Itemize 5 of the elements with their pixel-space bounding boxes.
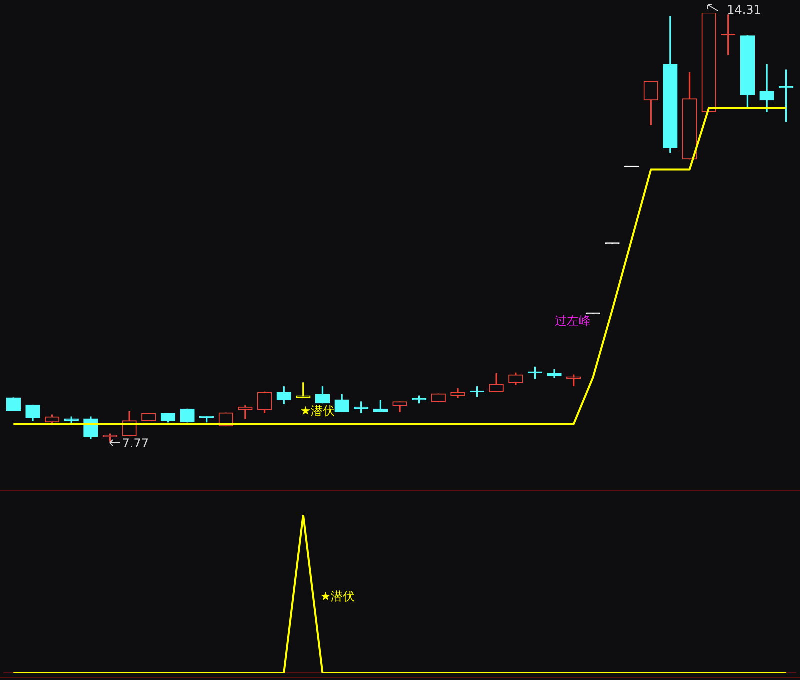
annotation: ★潜伏	[300, 404, 336, 418]
annotation: 14.31	[727, 2, 762, 17]
annotation: 7.77	[122, 436, 149, 450]
annotation: ★潜伏	[320, 589, 356, 604]
annotation: 过左峰	[555, 314, 592, 328]
